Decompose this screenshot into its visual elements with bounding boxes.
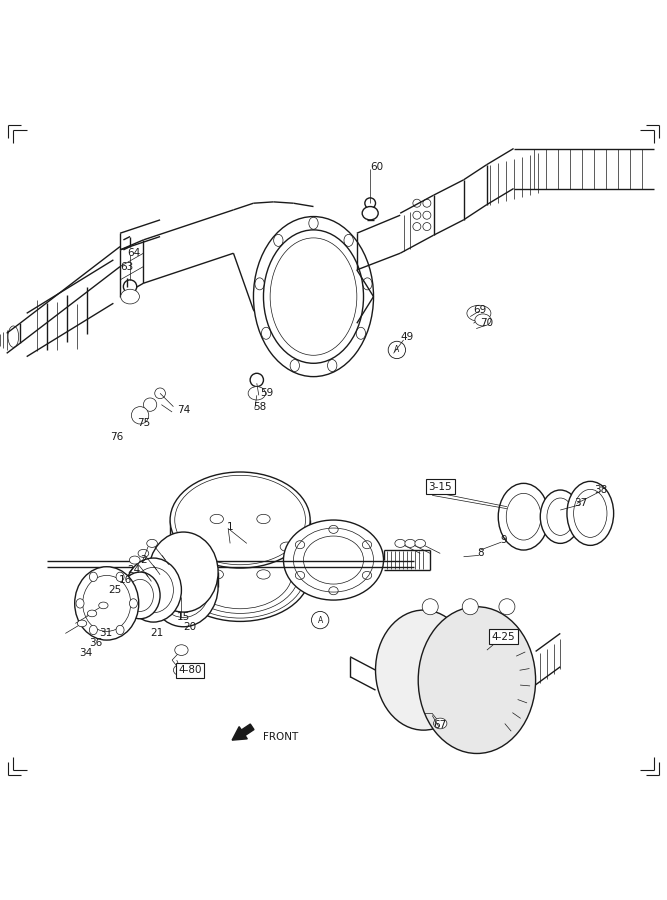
- Ellipse shape: [89, 626, 97, 634]
- Ellipse shape: [129, 598, 137, 608]
- Text: 4-25: 4-25: [492, 632, 516, 642]
- Text: 76: 76: [110, 432, 123, 442]
- Ellipse shape: [395, 539, 406, 547]
- Text: 49: 49: [400, 331, 414, 342]
- Ellipse shape: [422, 598, 438, 615]
- Text: 60: 60: [370, 161, 384, 172]
- Ellipse shape: [99, 602, 108, 608]
- Ellipse shape: [365, 198, 376, 209]
- Text: FRONT: FRONT: [263, 732, 299, 742]
- Ellipse shape: [253, 217, 374, 376]
- Text: A: A: [317, 616, 323, 625]
- Ellipse shape: [250, 374, 263, 387]
- Ellipse shape: [120, 572, 160, 619]
- Text: A: A: [394, 346, 400, 355]
- Text: 3-15: 3-15: [428, 482, 452, 491]
- Ellipse shape: [467, 305, 491, 321]
- Ellipse shape: [210, 514, 223, 524]
- Ellipse shape: [116, 572, 124, 581]
- Ellipse shape: [76, 598, 84, 608]
- Ellipse shape: [248, 387, 265, 400]
- Ellipse shape: [75, 567, 139, 640]
- FancyArrow shape: [232, 724, 254, 740]
- Ellipse shape: [187, 542, 200, 552]
- Ellipse shape: [418, 607, 536, 753]
- Ellipse shape: [173, 665, 187, 675]
- Ellipse shape: [283, 520, 384, 600]
- Ellipse shape: [147, 539, 157, 547]
- Text: 16: 16: [119, 575, 132, 585]
- Ellipse shape: [131, 407, 149, 424]
- Ellipse shape: [388, 341, 406, 358]
- Text: 20: 20: [183, 622, 197, 632]
- Ellipse shape: [311, 611, 329, 629]
- Text: 4-80: 4-80: [178, 665, 202, 675]
- Ellipse shape: [175, 644, 188, 655]
- Text: 25: 25: [108, 585, 121, 595]
- Text: 74: 74: [177, 405, 190, 415]
- Ellipse shape: [257, 570, 270, 579]
- Text: 2: 2: [140, 555, 147, 565]
- Text: 1: 1: [227, 522, 233, 532]
- Ellipse shape: [280, 542, 293, 552]
- Text: 31: 31: [99, 628, 112, 638]
- Ellipse shape: [405, 539, 416, 547]
- Ellipse shape: [434, 718, 447, 729]
- Ellipse shape: [149, 546, 218, 626]
- Ellipse shape: [123, 280, 137, 293]
- Text: 38: 38: [594, 485, 607, 495]
- Ellipse shape: [149, 532, 218, 612]
- Text: 70: 70: [480, 319, 494, 328]
- Ellipse shape: [116, 626, 124, 634]
- Ellipse shape: [138, 549, 149, 557]
- Ellipse shape: [567, 482, 614, 545]
- Ellipse shape: [143, 398, 157, 411]
- Ellipse shape: [475, 314, 491, 326]
- Ellipse shape: [125, 558, 181, 622]
- Text: 67: 67: [434, 720, 447, 730]
- Text: 37: 37: [574, 499, 587, 508]
- Text: 36: 36: [89, 638, 102, 648]
- Ellipse shape: [362, 206, 378, 220]
- Ellipse shape: [129, 556, 140, 564]
- Ellipse shape: [87, 610, 97, 616]
- Ellipse shape: [257, 514, 270, 524]
- Ellipse shape: [89, 572, 97, 581]
- Text: 63: 63: [120, 262, 133, 272]
- Text: 8: 8: [477, 548, 484, 558]
- Ellipse shape: [77, 620, 87, 626]
- Text: 15: 15: [177, 612, 190, 622]
- Ellipse shape: [462, 598, 478, 615]
- Text: 59: 59: [260, 388, 273, 399]
- Text: 69: 69: [474, 305, 487, 315]
- Text: 24: 24: [127, 565, 140, 575]
- Text: 9: 9: [500, 535, 507, 545]
- Ellipse shape: [540, 490, 580, 544]
- Ellipse shape: [170, 472, 310, 568]
- Text: 21: 21: [150, 628, 163, 638]
- Ellipse shape: [121, 289, 139, 304]
- Ellipse shape: [499, 598, 515, 615]
- Text: 75: 75: [137, 418, 150, 428]
- Ellipse shape: [155, 388, 165, 399]
- Ellipse shape: [415, 539, 426, 547]
- Text: 34: 34: [79, 648, 92, 659]
- Text: 64: 64: [127, 248, 140, 258]
- Ellipse shape: [170, 526, 310, 621]
- Ellipse shape: [498, 483, 549, 550]
- Ellipse shape: [376, 610, 472, 730]
- Text: 58: 58: [253, 401, 267, 411]
- Ellipse shape: [210, 570, 223, 579]
